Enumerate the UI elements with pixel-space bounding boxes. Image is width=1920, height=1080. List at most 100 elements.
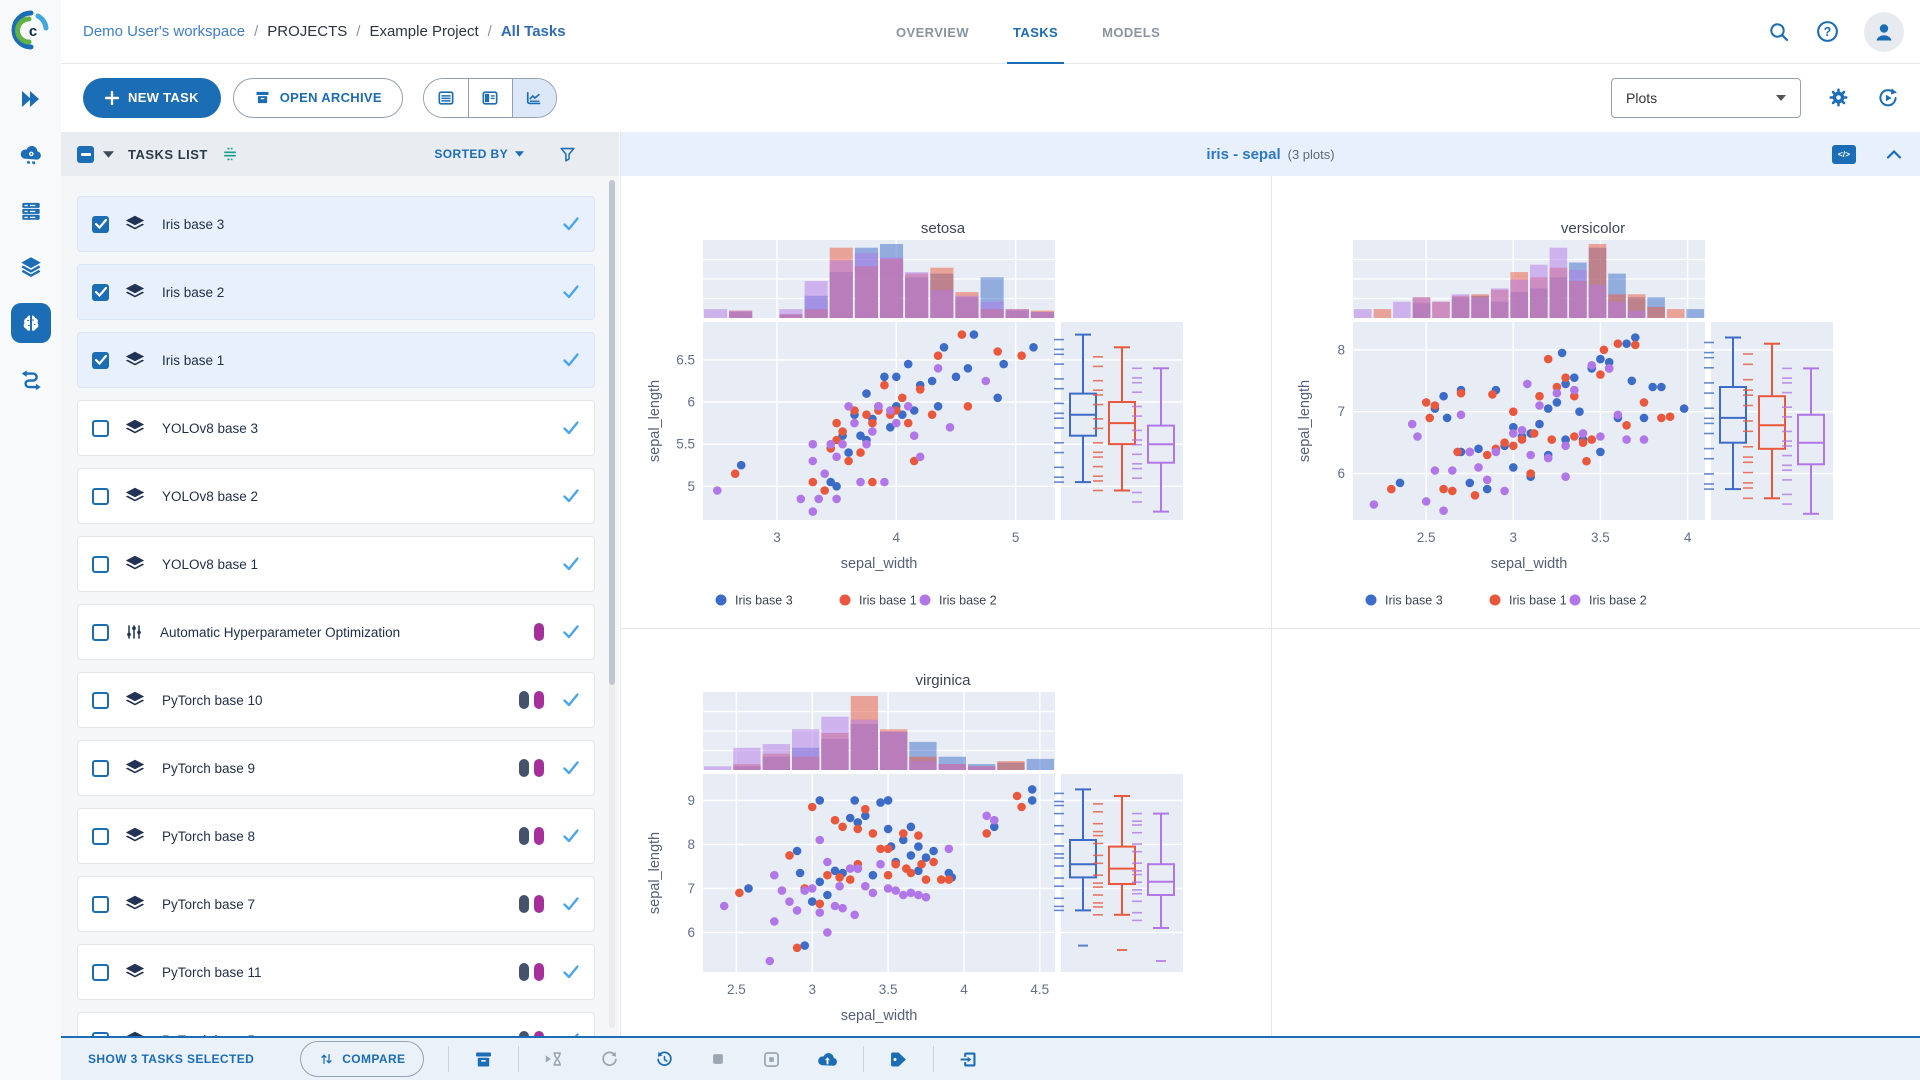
- compare-button[interactable]: COMPARE: [300, 1041, 425, 1077]
- task-checkbox[interactable]: [92, 351, 109, 369]
- reset-button[interactable]: [654, 1049, 675, 1070]
- task-name: PyTorch base 9: [162, 760, 256, 776]
- sidebar-item-workers-queues[interactable]: [3, 183, 59, 239]
- chart-view-icon: [527, 91, 541, 104]
- breadcrumb-current[interactable]: All Tasks: [500, 23, 566, 40]
- toolbar: NEW TASK OPEN ARCHIVE: [61, 65, 1920, 130]
- compare-icon: [321, 1054, 332, 1064]
- task-checkbox[interactable]: [92, 827, 109, 845]
- task-row[interactable]: YOLOv8 base 1: [77, 536, 595, 592]
- task-tag-pill: [519, 1031, 529, 1036]
- breadcrumb: Demo User's workspace / PROJECTS / Examp…: [83, 23, 566, 40]
- task-tag-pill: [519, 827, 529, 845]
- task-row[interactable]: PyTorch base 8: [77, 808, 595, 864]
- task-row[interactable]: PyTorch base 7: [77, 876, 595, 932]
- task-checkbox[interactable]: [92, 487, 109, 505]
- task-checkbox[interactable]: [92, 623, 109, 641]
- task-row[interactable]: Iris base 1: [77, 332, 595, 388]
- task-name: Automatic Hyperparameter Optimization: [160, 624, 401, 640]
- task-type-icon: [124, 349, 146, 371]
- virginica-plot[interactable]: virginica 2.5 3 3.5 4 4.5 6 7 8 9 sepal_lengthsepa…: [621, 628, 1271, 1036]
- clearml-logo[interactable]: c: [8, 7, 54, 53]
- archive-button[interactable]: [473, 1049, 494, 1070]
- sidebar-item-datasets[interactable]: [3, 239, 59, 295]
- collapse-chevron-up-icon[interactable]: [1886, 149, 1902, 159]
- help-button[interactable]: ?: [1815, 19, 1840, 44]
- stop-in-square-icon: [764, 1051, 780, 1067]
- task-status-completed-icon: [562, 963, 580, 981]
- tasks-scrollbar-thumb[interactable]: [609, 180, 615, 685]
- task-checkbox[interactable]: [92, 895, 109, 913]
- task-name: PyTorch base 7: [162, 896, 256, 912]
- sidebar-item-pipelines[interactable]: [3, 351, 59, 407]
- footer-divider: [933, 1046, 935, 1072]
- task-checkbox[interactable]: [92, 419, 109, 437]
- task-name: PyTorch base 11: [162, 964, 262, 980]
- svg-text:sepal_width: sepal_width: [841, 556, 918, 572]
- condensed-view-icon[interactable]: [220, 144, 240, 164]
- task-checkbox[interactable]: [92, 555, 109, 573]
- task-status-completed-icon: [562, 283, 580, 301]
- gear-icon: [1829, 88, 1848, 107]
- breadcrumb-project[interactable]: Example Project: [369, 23, 479, 40]
- task-checkbox[interactable]: [92, 759, 109, 777]
- breadcrumb-projects[interactable]: PROJECTS: [267, 23, 348, 40]
- task-name: YOLOv8 base 1: [162, 556, 259, 572]
- task-tags: [519, 691, 544, 709]
- sidebar-item-serving[interactable]: [3, 127, 59, 183]
- rail-nav: [3, 71, 59, 407]
- task-row[interactable]: Iris base 3: [77, 196, 595, 252]
- double-chevron-right-icon: [21, 91, 39, 107]
- task-checkbox[interactable]: [92, 691, 109, 709]
- split-view-toggle[interactable]: [467, 78, 512, 117]
- svg-text:sepal_length: sepal_length: [647, 832, 663, 914]
- task-type-icon: [124, 417, 146, 439]
- task-row[interactable]: YOLOv8 base 3: [77, 400, 595, 456]
- sorted-by-button[interactable]: SORTED BY: [434, 147, 524, 161]
- task-checkbox[interactable]: [92, 1031, 109, 1036]
- table-view-toggle[interactable]: [423, 78, 468, 117]
- svg-text:sepal_width: sepal_width: [1491, 556, 1568, 572]
- plots-group-title: iris - sepal: [1206, 145, 1281, 163]
- user-avatar[interactable]: [1864, 11, 1904, 52]
- task-row[interactable]: YOLOv8 base 2: [77, 468, 595, 524]
- move-to-project-button[interactable]: [958, 1049, 979, 1070]
- tab-models[interactable]: MODELS: [1102, 24, 1161, 40]
- task-row[interactable]: PyTorch base 10: [77, 672, 595, 728]
- selection-footer: SHOW 3 TASKS SELECTED COMPARE: [0, 1036, 1920, 1080]
- task-checkbox[interactable]: [92, 215, 109, 233]
- plots-view-toggle[interactable]: [511, 78, 556, 117]
- add-tag-button[interactable]: [888, 1049, 909, 1070]
- setosa-plot[interactable]: setosa 3 4 5 5 5.5 6 6.5 sepal_length sepal_width…: [621, 176, 1271, 628]
- svg-text:7: 7: [1337, 404, 1345, 419]
- sidebar-item-projects[interactable]: [3, 295, 59, 351]
- task-row[interactable]: PyTorch base 5: [77, 1012, 595, 1036]
- task-row[interactable]: Automatic Hyperparameter Optimization: [77, 604, 595, 660]
- tasks-list-title: TASKS LIST: [128, 146, 208, 162]
- task-checkbox[interactable]: [92, 963, 109, 981]
- task-row[interactable]: Iris base 2: [77, 264, 595, 320]
- embed-code-button[interactable]: </>: [1832, 144, 1856, 164]
- select-all-checkbox[interactable]: [77, 145, 94, 163]
- tab-tasks[interactable]: TASKS: [1007, 0, 1065, 64]
- new-task-button[interactable]: NEW TASK: [83, 77, 221, 118]
- svg-text:Iris base 3: Iris base 3: [735, 594, 793, 608]
- settings-button[interactable]: [1827, 86, 1850, 109]
- metric-variant-select[interactable]: Plots: [1611, 77, 1801, 118]
- search-button[interactable]: [1767, 20, 1791, 44]
- breadcrumb-workspace[interactable]: Demo User's workspace: [83, 23, 246, 40]
- task-checkbox[interactable]: [92, 283, 109, 301]
- open-archive-button[interactable]: OPEN ARCHIVE: [232, 77, 403, 118]
- rail-expand-button[interactable]: [3, 71, 59, 127]
- filter-funnel-icon[interactable]: [558, 145, 577, 164]
- task-row[interactable]: PyTorch base 9: [77, 740, 595, 796]
- tab-overview[interactable]: OVERVIEW: [896, 24, 970, 40]
- selected-count-label[interactable]: SHOW 3 TASKS SELECTED: [88, 1052, 255, 1066]
- task-row[interactable]: PyTorch base 11: [77, 944, 595, 1000]
- publish-button[interactable]: [816, 1048, 839, 1071]
- versicolor-plot[interactable]: versicolor 2.5 3 3.5 4 6 7 8 sepal_length sepal_w…: [1271, 176, 1920, 628]
- auto-refresh-button[interactable]: [1876, 86, 1900, 110]
- selection-menu-caret-icon[interactable]: [103, 150, 114, 158]
- section-tabs: OVERVIEW TASKS MODELS: [896, 0, 1160, 64]
- svg-text:3.5: 3.5: [879, 982, 898, 997]
